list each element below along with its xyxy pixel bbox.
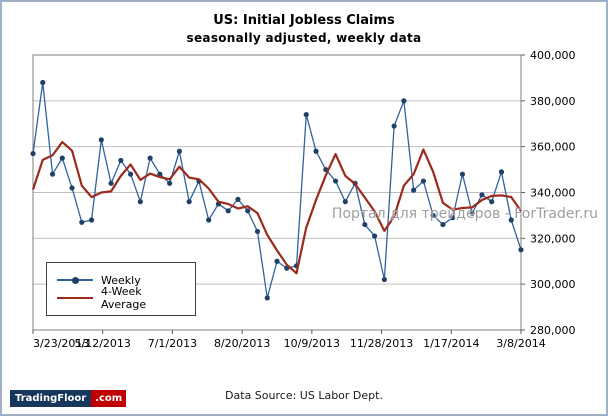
chart-header: US: Initial Jobless Claims seasonally ad… — [2, 12, 606, 46]
svg-text:10/9/2013: 10/9/2013 — [284, 337, 340, 350]
legend-item-weekly: Weekly — [57, 272, 185, 288]
chart-title: US: Initial Jobless Claims — [213, 13, 395, 28]
svg-text:340,000: 340,000 — [530, 187, 576, 200]
tradingfloor-logo: TradingFloor .com — [10, 386, 127, 407]
svg-text:11/28/2013: 11/28/2013 — [350, 337, 413, 350]
svg-text:8/20/2013: 8/20/2013 — [214, 337, 270, 350]
svg-text:3/8/2014: 3/8/2014 — [496, 337, 545, 350]
svg-text:300,000: 300,000 — [530, 278, 576, 291]
svg-text:1/17/2014: 1/17/2014 — [423, 337, 479, 350]
svg-text:3/23/2013: 3/23/2013 — [33, 337, 89, 350]
svg-text:7/1/2013: 7/1/2013 — [148, 337, 197, 350]
weekly-dot-icon — [71, 276, 79, 284]
logo-suffix: .com — [91, 390, 127, 407]
svg-text:5/12/2013: 5/12/2013 — [75, 337, 131, 350]
svg-text:320,000: 320,000 — [530, 232, 576, 245]
watermark: Портал для трейдеров - ForTrader.ru — [331, 206, 598, 222]
chart-legend: Weekly 4-Week Average — [46, 262, 196, 316]
legend-label-4-week-average: 4-Week Average — [101, 285, 147, 311]
weekly-series-marker-icon — [57, 276, 93, 284]
chart-subtitle: seasonally adjusted, weekly data — [186, 30, 422, 45]
avg-series-marker-icon — [57, 297, 93, 299]
data-source: Data Source: US Labor Dept. — [225, 389, 383, 402]
svg-text:280,000: 280,000 — [530, 324, 576, 337]
svg-text:400,000: 400,000 — [530, 49, 576, 62]
svg-text:360,000: 360,000 — [530, 141, 576, 154]
legend-item-4-week-average: 4-Week Average — [57, 285, 185, 311]
legend-label-weekly: Weekly — [101, 273, 141, 287]
logo-text: TradingFloor — [10, 390, 92, 407]
svg-text:380,000: 380,000 — [530, 95, 576, 108]
